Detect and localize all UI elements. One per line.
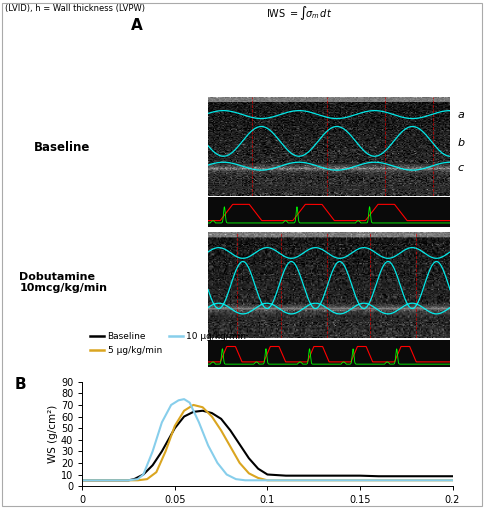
Legend: Baseline, 5 μg/kg/min, 10 μg/kg/min: Baseline, 5 μg/kg/min, 10 μg/kg/min [87, 329, 250, 359]
Text: Baseline: Baseline [34, 141, 90, 154]
Text: c: c [457, 163, 464, 173]
Text: a: a [457, 109, 464, 120]
Text: A: A [131, 18, 142, 33]
Text: (LVID), h = Wall thickness (LVPW): (LVID), h = Wall thickness (LVPW) [5, 4, 145, 13]
Text: b: b [457, 137, 465, 148]
Text: Dobutamine
10mcg/kg/min: Dobutamine 10mcg/kg/min [19, 272, 107, 293]
Y-axis label: WS (g/cm²): WS (g/cm²) [48, 405, 58, 463]
Text: B: B [15, 377, 26, 391]
Text: IWS $= \int\!\sigma_m\,dt$: IWS $= \int\!\sigma_m\,dt$ [266, 4, 333, 21]
